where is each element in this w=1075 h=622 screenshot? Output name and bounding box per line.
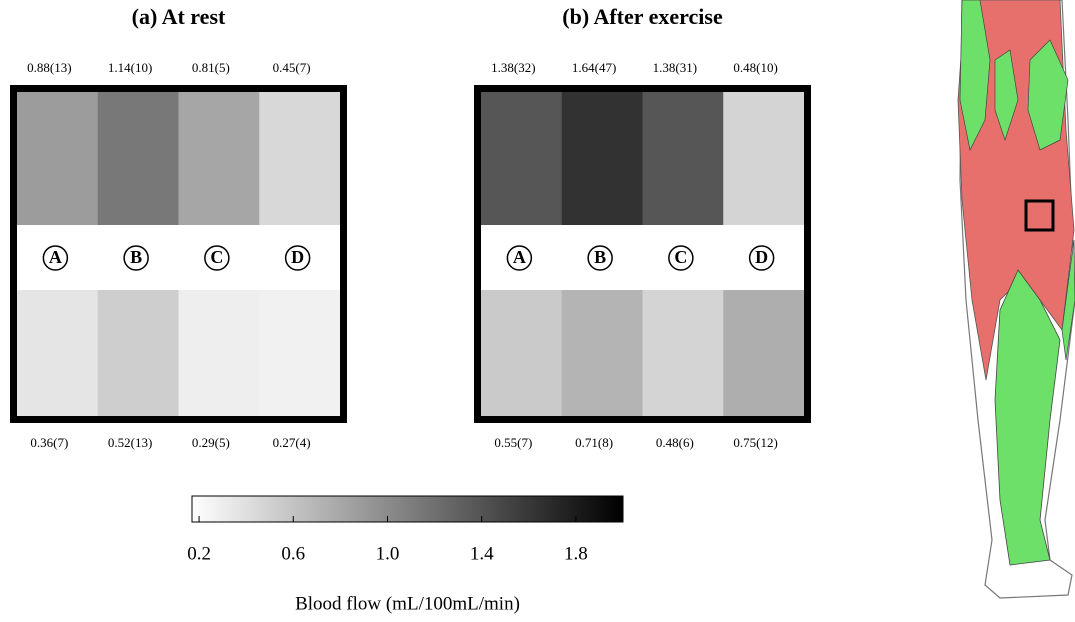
- value-label: 0.75(12): [733, 435, 777, 450]
- region-circle: [204, 245, 230, 271]
- heat-cell: [642, 290, 724, 418]
- value-label: 0.71(8): [575, 435, 613, 450]
- heat-cell: [17, 92, 99, 225]
- heat-cell: [17, 290, 99, 418]
- region-circle: [748, 245, 775, 271]
- heat-cell: [561, 92, 643, 225]
- value-label: 0.52(13): [108, 435, 152, 450]
- panel-border: [10, 85, 347, 423]
- heat-cell: [481, 290, 563, 418]
- leg-illustration: [957, 0, 1075, 599]
- heat-cell: [178, 92, 260, 225]
- heat-cell: [723, 290, 805, 418]
- colorbar-tick-label: 1.4: [470, 543, 494, 564]
- heat-cell: [97, 290, 179, 418]
- region-letter: D: [755, 247, 768, 267]
- region-letter: C: [674, 247, 687, 267]
- panel-title: (b) After exercise: [562, 4, 723, 29]
- value-label: 0.27(4): [273, 435, 311, 450]
- heat-cell: [178, 290, 260, 418]
- value-label: 0.55(7): [494, 435, 532, 450]
- colorbar: [191, 495, 624, 523]
- heat-cell: [481, 92, 563, 225]
- value-label: 1.38(32): [491, 60, 535, 75]
- heat-cell: [97, 92, 179, 225]
- heat-cell: [723, 92, 805, 225]
- region-letter: B: [594, 247, 606, 267]
- value-label: 0.88(13): [27, 60, 71, 75]
- heat-cell: [642, 92, 724, 225]
- value-label: 1.38(31): [653, 60, 697, 75]
- region-circle: [42, 245, 69, 271]
- value-label: 0.29(5): [192, 435, 230, 450]
- region-circle: [668, 245, 694, 271]
- region-circle: [587, 245, 613, 271]
- heat-cell: [259, 92, 341, 225]
- colorbar-tick-label: 0.2: [187, 543, 211, 564]
- colorbar-label: Blood flow (mL/100mL/min): [295, 593, 520, 614]
- colorbar-tick-label: 0.6: [281, 543, 305, 564]
- heat-cell: [561, 290, 643, 418]
- value-label: 0.45(7): [273, 60, 311, 75]
- heat-cell: [259, 290, 341, 418]
- region-circle: [506, 245, 533, 271]
- region-letter: A: [513, 247, 526, 267]
- region-letter: B: [130, 247, 142, 267]
- value-label: 1.64(47): [572, 60, 616, 75]
- colorbar-tick-label: 1.0: [376, 543, 400, 564]
- region-letter: C: [210, 247, 223, 267]
- value-label: 0.48(6): [656, 435, 694, 450]
- region-letter: D: [291, 247, 304, 267]
- region-letter: A: [49, 247, 62, 267]
- value-label: 1.14(10): [108, 60, 152, 75]
- region-circle: [123, 245, 149, 271]
- panel-title: (a) At rest: [132, 4, 226, 29]
- value-label: 0.36(7): [30, 435, 68, 450]
- colorbar-tick-label: 1.8: [564, 543, 588, 564]
- panel-border: [474, 85, 811, 423]
- value-label: 0.48(10): [733, 60, 777, 75]
- region-circle: [284, 245, 311, 271]
- value-label: 0.81(5): [192, 60, 230, 75]
